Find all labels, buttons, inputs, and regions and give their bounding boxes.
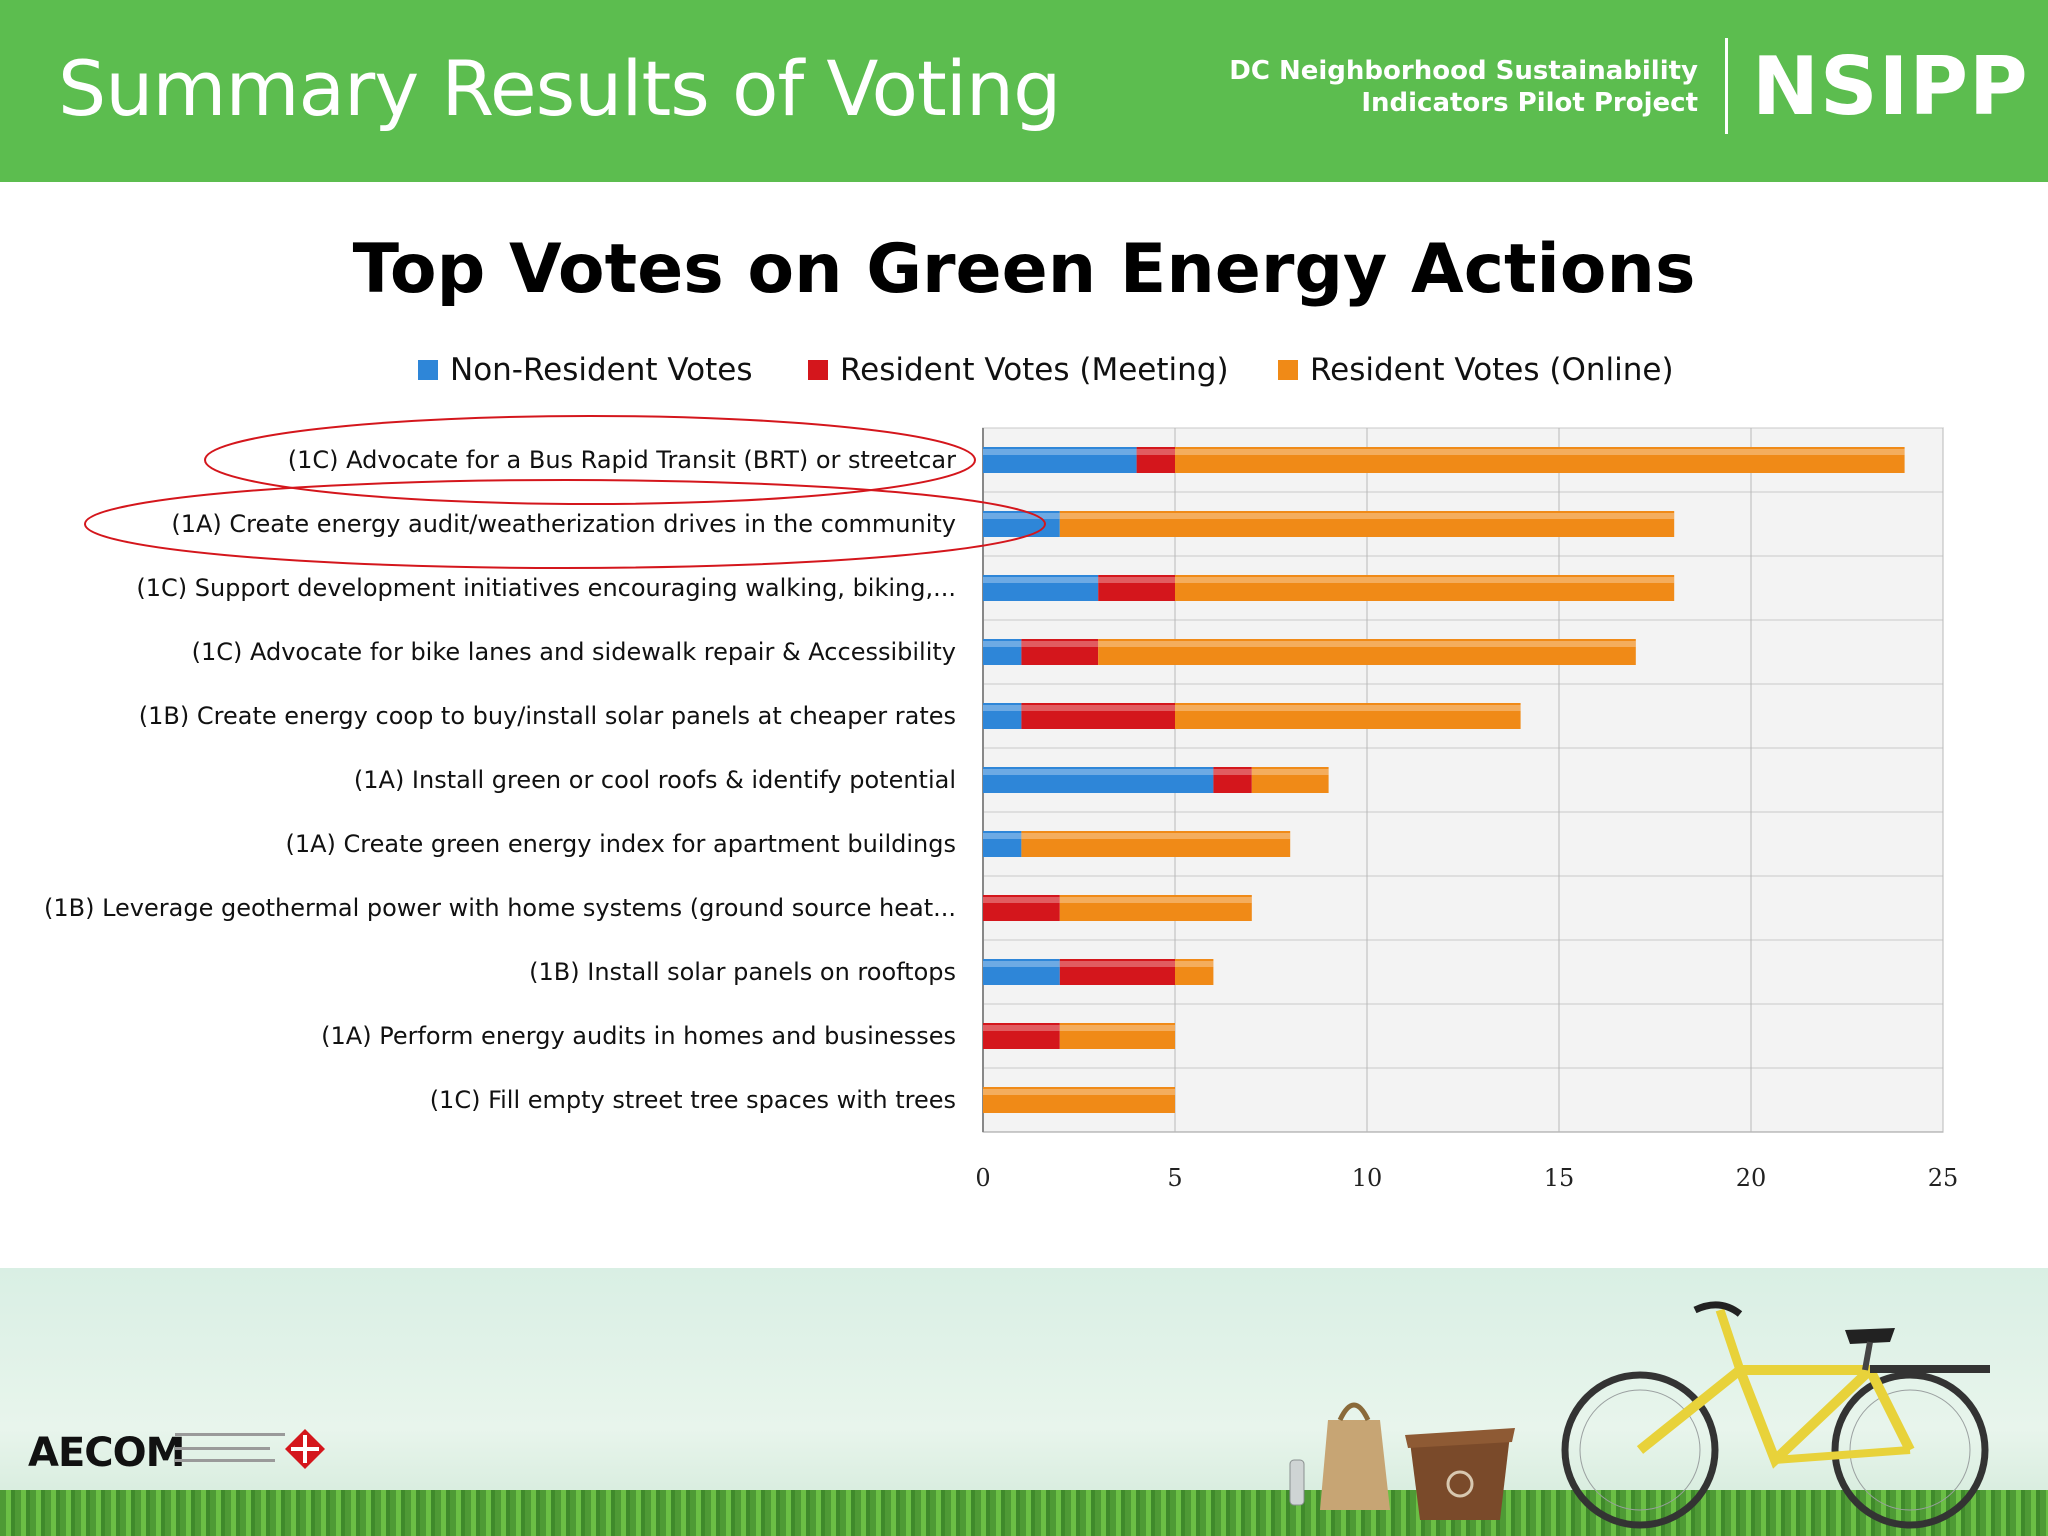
bar-segment-highlight: [1059, 961, 1175, 967]
slide-title: Summary Results of Voting: [58, 44, 1061, 133]
legend-item-resident-meeting: Resident Votes (Meeting): [808, 352, 1229, 388]
legend-item-resident-online: Resident Votes (Online): [1278, 352, 1674, 388]
bar-segment-3: [1175, 959, 1214, 985]
bicycle-and-bins-illustration: [1289, 1301, 1990, 1529]
category-label: (1A) Perform energy audits in homes and …: [321, 1022, 956, 1050]
bar-segment-3: [1059, 511, 1675, 537]
bar-segment-highlight: [1175, 449, 1905, 455]
bar-segment-3: [1059, 895, 1252, 921]
project-name: DC Neighborhood Sustainability Indicator…: [1178, 55, 1698, 119]
bar-segment-1: [983, 575, 1099, 601]
bar-segment-1: [983, 447, 1137, 473]
bar-segment-highlight: [983, 513, 1060, 519]
bar-segment-3: [1175, 575, 1675, 601]
bar-segment-3: [1098, 639, 1636, 665]
bar-segment-highlight: [983, 449, 1137, 455]
x-tick-label: 25: [1928, 1164, 1959, 1192]
bar-segment-highlight: [1059, 897, 1252, 903]
grass-decoration: [0, 1490, 2048, 1536]
bar-segment-highlight: [1175, 705, 1521, 711]
chart-title: Top Votes on Green Energy Actions: [352, 230, 1696, 309]
bar-segment-highlight: [1021, 705, 1175, 711]
dc-planning-logo: [175, 1429, 325, 1469]
bar-segment-highlight: [983, 769, 1214, 775]
bar-segment-2: [1098, 575, 1175, 601]
bar-segment-3: [983, 1087, 1175, 1113]
x-tick-label: 10: [1352, 1164, 1383, 1192]
nsipp-logo: NSIPP: [1752, 40, 2029, 133]
category-label: (1C) Advocate for a Bus Rapid Transit (B…: [288, 446, 956, 474]
bar-segment-highlight: [1136, 449, 1175, 455]
category-label: (1B) Create energy coop to buy/install s…: [139, 702, 956, 730]
project-name-line1: DC Neighborhood Sustainability: [1229, 56, 1698, 86]
bar-segment-3: [1251, 767, 1329, 793]
category-label: (1A) Create green energy index for apart…: [286, 830, 957, 858]
bar-segment-highlight: [983, 705, 1022, 711]
category-label: (1B) Leverage geothermal power with home…: [44, 894, 956, 922]
bar-segment-3: [1175, 447, 1905, 473]
bar-segment-highlight: [983, 577, 1099, 583]
bar-segment-2: [1059, 959, 1175, 985]
bar-segment-2: [1021, 639, 1099, 665]
header-banner: Summary Results of Voting DC Neighborhoo…: [0, 0, 2048, 182]
bar-segment-1: [983, 767, 1214, 793]
bar-segment-2: [983, 1023, 1060, 1049]
legend-label-non-resident: Non-Resident Votes: [450, 352, 753, 388]
legend-label-resident-online: Resident Votes (Online): [1310, 352, 1674, 388]
highlight-ellipse: [204, 415, 976, 505]
bar-segment-1: [983, 511, 1060, 537]
x-tick-label: 20: [1736, 1164, 1767, 1192]
bar-segment-2: [1136, 447, 1175, 473]
bar-segment-highlight: [1059, 513, 1675, 519]
category-label: (1C) Advocate for bike lanes and sidewal…: [192, 638, 956, 666]
bar-segment-highlight: [1021, 833, 1291, 839]
bar-segment-2: [1021, 703, 1175, 729]
bar-segment-highlight: [983, 961, 1060, 967]
bar-segment-highlight: [1175, 577, 1675, 583]
bar-segment-highlight: [1098, 641, 1636, 647]
legend-item-non-resident: Non-Resident Votes: [418, 352, 753, 388]
bar-segment-3: [1175, 703, 1521, 729]
bar-segment-highlight: [1098, 577, 1175, 583]
aecom-logo: AECOM: [28, 1430, 185, 1476]
x-tick-label: 0: [975, 1164, 990, 1192]
legend-swatch-non-resident: [418, 360, 438, 380]
category-label: (1A) Create energy audit/weatherization …: [171, 510, 956, 538]
legend-label-resident-meeting: Resident Votes (Meeting): [840, 352, 1229, 388]
highlight-ellipse: [84, 479, 1046, 569]
bar-segment-3: [1059, 1023, 1175, 1049]
bar-segment-highlight: [1021, 641, 1099, 647]
bar-segment-1: [983, 959, 1060, 985]
bar-segment-highlight: [1175, 961, 1214, 967]
bar-segment-1: [983, 831, 1022, 857]
bar-segment-highlight: [1251, 769, 1329, 775]
bar-segment-2: [1213, 767, 1252, 793]
bar-segment-highlight: [1059, 1025, 1175, 1031]
project-name-line2: Indicators Pilot Project: [1361, 88, 1698, 118]
bar-segment-highlight: [983, 1089, 1175, 1095]
bar-segment-highlight: [983, 897, 1060, 903]
bar-segment-2: [983, 895, 1060, 921]
category-label: (1B) Install solar panels on rooftops: [529, 958, 956, 986]
category-label: (1C) Support development initiatives enc…: [136, 574, 956, 602]
x-tick-label: 15: [1544, 1164, 1575, 1192]
bar-segment-1: [983, 639, 1022, 665]
bar-segment-1: [983, 703, 1022, 729]
chart-legend: Non-Resident Votes Resident Votes (Meeti…: [0, 352, 2048, 392]
bar-chart: 0 5 10 15 20 25 (1C) Advocate for a Bus Rapid …: [44, 415, 1959, 1192]
bar-segment-highlight: [1213, 769, 1252, 775]
bar-segment-highlight: [983, 1025, 1060, 1031]
bar-segment-3: [1021, 831, 1291, 857]
header-divider: [1725, 38, 1728, 134]
bar-segment-highlight: [983, 641, 1022, 647]
category-label: (1A) Install green or cool roofs & ident…: [354, 766, 956, 794]
bar-segment-highlight: [983, 833, 1022, 839]
legend-swatch-resident-meeting: [808, 360, 828, 380]
legend-swatch-resident-online: [1278, 360, 1298, 380]
x-tick-label: 5: [1167, 1164, 1182, 1192]
category-label: (1C) Fill empty street tree spaces with …: [430, 1086, 956, 1114]
